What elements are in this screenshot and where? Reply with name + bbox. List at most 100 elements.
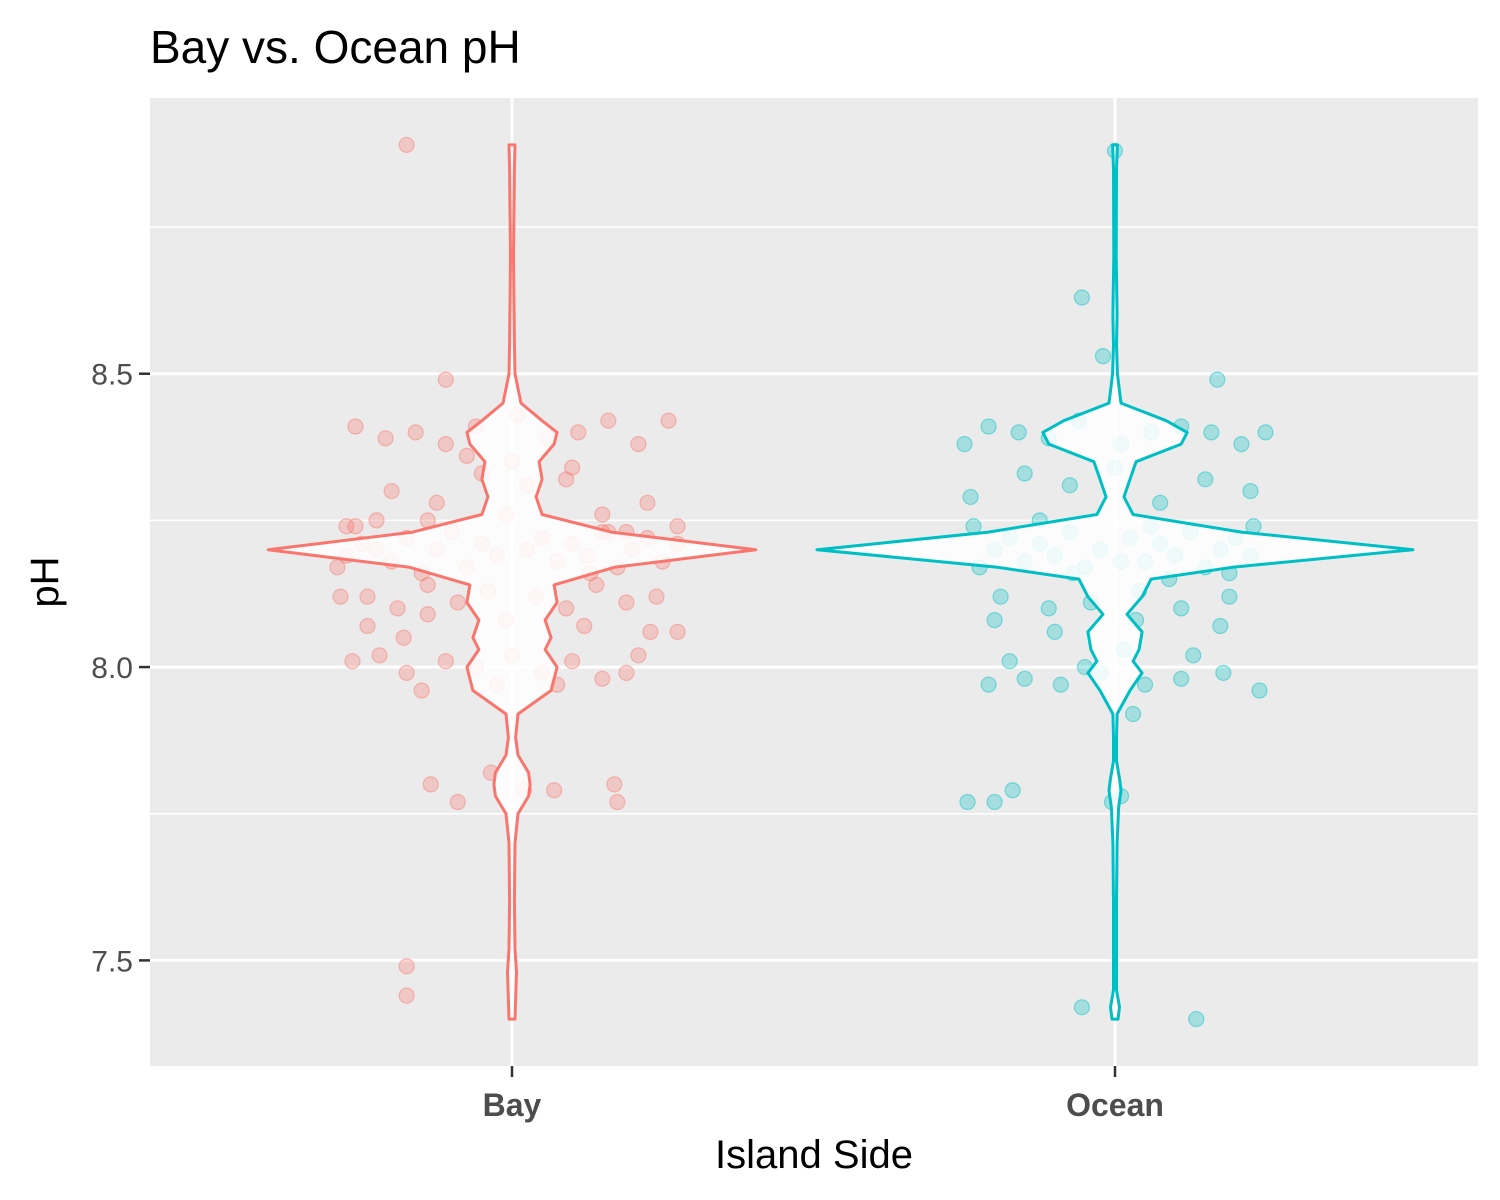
- data-point: [600, 412, 617, 429]
- data-point: [576, 617, 593, 635]
- data-point: [332, 588, 349, 605]
- data-point: [1016, 670, 1033, 687]
- data-point: [1221, 588, 1238, 605]
- y-tick-label: 8.5: [91, 359, 133, 392]
- data-point: [1203, 424, 1220, 441]
- data-point: [329, 559, 346, 576]
- data-point: [1209, 371, 1226, 388]
- data-point: [1185, 647, 1202, 664]
- violin-bay: [266, 143, 758, 1021]
- data-point: [1046, 623, 1063, 640]
- data-point: [959, 793, 976, 811]
- data-point: [1257, 424, 1274, 441]
- data-point: [570, 424, 587, 441]
- y-axis-title: pH: [23, 556, 67, 607]
- data-point: [1242, 482, 1259, 500]
- data-point: [368, 512, 385, 529]
- data-point: [630, 647, 647, 664]
- y-axis: 7.5 8.0 8.5: [91, 359, 150, 978]
- data-point: [437, 653, 454, 670]
- data-point: [1215, 664, 1232, 682]
- y-tick-label: 7.5: [91, 945, 133, 978]
- data-point: [1152, 494, 1169, 511]
- data-point: [630, 436, 647, 453]
- data-point: [449, 793, 466, 811]
- data-point: [347, 418, 364, 435]
- data-point: [1173, 600, 1190, 617]
- data-point: [398, 664, 415, 682]
- data-point: [449, 594, 466, 611]
- data-point: [437, 436, 454, 453]
- data-point: [1136, 676, 1154, 693]
- data-point: [986, 793, 1003, 811]
- data-point: [359, 588, 376, 605]
- data-point: [395, 629, 412, 646]
- data-point: [1212, 617, 1229, 635]
- x-axis-title: Island Side: [715, 1133, 913, 1177]
- data-point: [419, 606, 436, 623]
- data-point: [564, 459, 581, 476]
- data-point: [606, 776, 623, 793]
- data-point: [1010, 424, 1027, 441]
- data-point: [347, 518, 364, 535]
- data-point: [1233, 436, 1250, 453]
- data-point: [1197, 471, 1214, 488]
- data-point: [980, 676, 997, 693]
- data-point: [1001, 653, 1018, 670]
- data-point: [546, 782, 563, 799]
- data-point: [1188, 1010, 1205, 1028]
- data-point: [359, 617, 376, 635]
- x-axis: Bay Ocean: [483, 1066, 1164, 1123]
- data-point: [594, 506, 611, 523]
- data-point: [419, 576, 436, 594]
- data-point: [428, 494, 445, 511]
- data-point: [980, 418, 997, 435]
- plot-panel: [150, 98, 1478, 1066]
- data-point: [1173, 670, 1190, 687]
- data-point: [377, 430, 394, 447]
- violins: [266, 143, 1415, 1021]
- x-tick-label: Bay: [483, 1087, 542, 1123]
- data-point: [1073, 289, 1090, 306]
- data-point: [588, 576, 605, 594]
- data-point: [609, 793, 626, 811]
- data-point: [660, 412, 677, 429]
- data-point: [564, 653, 581, 670]
- data-point: [1251, 682, 1268, 699]
- data-point: [422, 776, 439, 793]
- data-point: [398, 987, 415, 1004]
- data-point: [618, 594, 635, 611]
- data-point: [648, 588, 665, 605]
- data-point: [642, 623, 659, 640]
- data-point: [1124, 705, 1142, 723]
- data-point: [669, 518, 686, 535]
- data-point: [413, 682, 430, 699]
- data-point: [558, 471, 575, 488]
- violin-ocean: [815, 143, 1415, 1021]
- data-point: [398, 958, 415, 975]
- data-point: [962, 488, 979, 506]
- data-point: [371, 647, 388, 664]
- data-point: [1061, 477, 1078, 494]
- data-point: [1073, 999, 1090, 1016]
- data-point: [398, 136, 415, 154]
- data-point: [338, 518, 355, 535]
- data-point: [965, 518, 982, 535]
- data-point: [992, 588, 1009, 605]
- data-point: [437, 371, 454, 388]
- data-point: [956, 436, 973, 453]
- data-point: [1040, 600, 1057, 617]
- data-point: [986, 612, 1003, 629]
- data-point: [1016, 465, 1033, 482]
- data-point: [407, 424, 424, 441]
- y-tick-label: 8.0: [91, 652, 133, 685]
- data-point: [383, 482, 400, 500]
- data-point: [618, 664, 635, 682]
- data-point: [1052, 676, 1069, 693]
- data-point: [594, 670, 611, 687]
- data-point: [344, 653, 361, 670]
- data-point: [639, 494, 656, 511]
- chart-title: Bay vs. Ocean pH: [150, 21, 521, 73]
